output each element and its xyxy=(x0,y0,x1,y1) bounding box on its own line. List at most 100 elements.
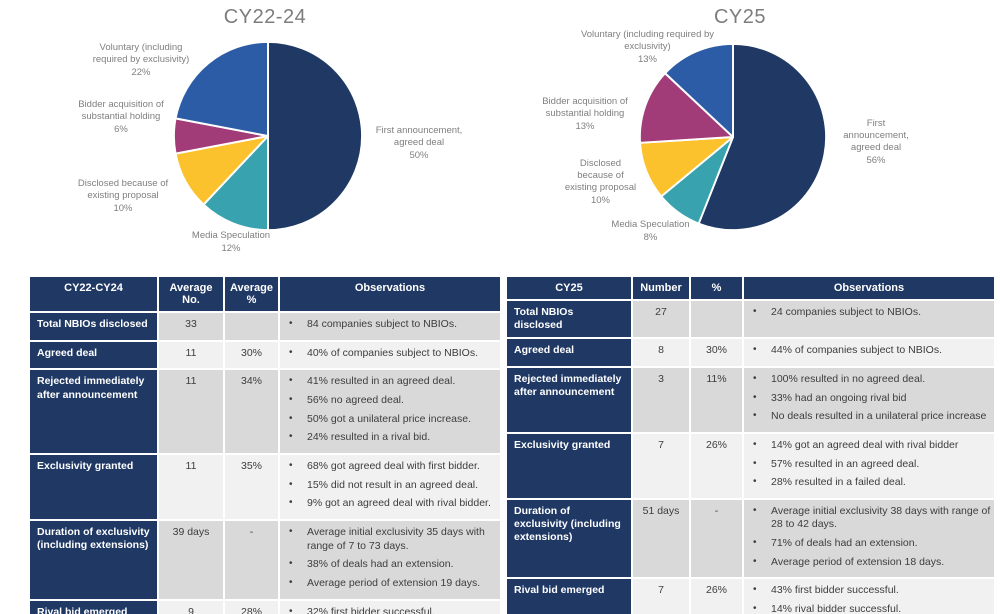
number-cell: 11 xyxy=(159,341,223,369)
number-cell: 7 xyxy=(633,579,689,614)
percent-cell: 26% xyxy=(691,579,742,614)
percent-cell: 26% xyxy=(691,433,742,498)
column-header-cy25: CY25 xyxy=(507,277,631,300)
row-label-cell: Rejected immediately after announcement xyxy=(30,370,157,454)
observation-item: 33% had an ongoing rival bid xyxy=(744,391,992,406)
row-label-cell: Rejected immediately after announcement xyxy=(507,367,631,432)
pie-label-disclosed: Disclosed because of existing proposal 1… xyxy=(564,158,637,206)
column-header-cy22-cy24: CY22-CY24 xyxy=(30,277,157,312)
number-cell: 11 xyxy=(159,370,223,454)
pie-label-bidder-acquisition: Bidder acquisition of substantial holdin… xyxy=(542,96,628,132)
percent-cell: 11% xyxy=(691,367,742,432)
pie-label-disclosed: Disclosed because of existing proposal 1… xyxy=(77,178,169,214)
number-cell: 11 xyxy=(159,455,223,519)
observation-item: 50% got a unilateral price increase. xyxy=(280,412,498,427)
number-cell: 7 xyxy=(633,433,689,498)
percent-cell xyxy=(691,301,742,338)
table-header-row: CY22-CY24 Average No. Average % Observation… xyxy=(30,277,500,312)
observations-cell: 84 companies subject to NBIOs. xyxy=(280,313,500,340)
row-label-cell: Exclusivity granted xyxy=(30,455,157,519)
column-header-average-no: Average No. xyxy=(159,277,223,312)
row-label-cell: Agreed deal xyxy=(507,339,631,366)
observation-item: 84 companies subject to NBIOs. xyxy=(280,317,498,332)
pie-label-bidder-acquisition: Bidder acquisition of substantial holdin… xyxy=(78,99,164,135)
observation-item: 14% rival bidder successful. xyxy=(744,602,992,614)
column-header-observations: Observations xyxy=(280,277,500,312)
chart-title-cy25: CY25 xyxy=(713,6,767,28)
observation-item: 38% of deals had an extension. xyxy=(280,557,498,572)
percent-cell: 28% xyxy=(225,600,278,614)
observations-cell: 44% of companies subject to NBIOs. xyxy=(744,339,994,366)
pie-chart-cy22-24 xyxy=(173,40,363,232)
column-header-: % xyxy=(691,277,742,300)
pie-label-first-announcement: First announcement, agreed deal 56% xyxy=(843,118,909,166)
table-row: Duration of exclusivity (including exten… xyxy=(30,520,500,599)
percent-cell: 30% xyxy=(225,341,278,369)
chart-title-cy22-24: CY22-24 xyxy=(223,6,307,28)
observations-cell: 40% of companies subject to NBIOs. xyxy=(280,341,500,369)
number-cell: 33 xyxy=(159,313,223,340)
observations-cell: 32% first bidder successful.18% rival bi… xyxy=(280,600,500,614)
comparison-table-cy22-cy24: CY22-CY24 Average No. Average % Observation… xyxy=(28,275,502,614)
pie-slice-bidder-acquisition-of-substantial-holding xyxy=(638,72,734,144)
observation-item: 43% first bidder successful. xyxy=(744,583,992,598)
number-cell: 8 xyxy=(633,339,689,366)
observations-cell: 41% resulted in an agreed deal. 56% no ag… xyxy=(280,370,500,454)
observation-item: Average initial exclusivity 35 days with… xyxy=(280,525,498,553)
percent-cell: 34% xyxy=(225,370,278,454)
observation-item: 24 companies subject to NBIOs. xyxy=(744,305,992,320)
observation-item: 44% of companies subject to NBIOs. xyxy=(744,343,992,358)
column-header-observations: Observations xyxy=(744,277,994,300)
observation-item: 68% got agreed deal with first bidder. xyxy=(280,459,498,474)
row-label-cell: Rival bid emerged xyxy=(30,600,157,614)
observations-cell: 68% got agreed deal with first bidder. 15… xyxy=(280,455,500,519)
pie-slice-voluntary-including-required-by-exclusivity xyxy=(174,40,269,137)
observations-cell: 43% first bidder successful. 14% rival bi… xyxy=(744,579,994,614)
percent-cell: 30% xyxy=(691,339,742,366)
observation-item: 24% resulted in a rival bid. xyxy=(280,430,498,445)
observations-cell: Average initial exclusivity 35 days with… xyxy=(280,520,500,599)
row-label-cell: Total NBIOs disclosed xyxy=(30,313,157,340)
percent-cell: - xyxy=(691,499,742,578)
observations-cell: 24 companies subject to NBIOs. xyxy=(744,301,994,338)
pie-slice-media-speculation xyxy=(202,135,269,232)
pie-label-voluntary: Voluntary (including required by exclusi… xyxy=(580,29,715,65)
observations-cell: Average initial exclusivity 38 days with… xyxy=(744,499,994,578)
table-row: Rejected immediately after announcement 3… xyxy=(507,367,994,432)
row-label-cell: Agreed deal xyxy=(30,341,157,369)
number-cell: 9 xyxy=(159,600,223,614)
observation-item: 14% got an agreed deal with rival bidder xyxy=(744,438,992,453)
number-cell: 39 days xyxy=(159,520,223,599)
observation-item: 40% of companies subject to NBIOs. xyxy=(280,346,498,361)
pie-slice-first-announcement-agreed-deal xyxy=(697,42,828,232)
observation-item: 28% resulted in a failed deal. xyxy=(744,475,992,490)
row-label-cell: Total NBIOs disclosed xyxy=(507,301,631,338)
observation-item: 56% no agreed deal. xyxy=(280,393,498,408)
observations-cell: 100% resulted in no agreed deal. 33% had … xyxy=(744,367,994,432)
observation-item: 32% first bidder successful. xyxy=(280,605,498,614)
observation-item: 15% did not result in an agreed deal. xyxy=(280,478,498,493)
pie-label-first-announcement: First announcement, agreed deal 50% xyxy=(375,125,463,161)
observation-item: 71% of deals had an extension. xyxy=(744,536,992,551)
observation-item: No deals resulted in a unilateral price … xyxy=(744,409,992,424)
percent-cell: - xyxy=(225,520,278,599)
observation-item: Average initial exclusivity 38 days with… xyxy=(744,504,992,532)
row-label-cell: Duration of exclusivity (including exten… xyxy=(507,499,631,578)
observations-cell: 14% got an agreed deal with rival bidder… xyxy=(744,433,994,498)
number-cell: 3 xyxy=(633,367,689,432)
observation-item: 57% resulted in an agreed deal. xyxy=(744,457,992,472)
observation-item: 41% resulted in an agreed deal. xyxy=(280,374,498,389)
pie-label-media-speculation: Media Speculation 8% xyxy=(611,219,690,243)
percent-cell: 35% xyxy=(225,455,278,519)
table-header-row: CY25 Number% Observations xyxy=(507,277,994,300)
row-label-cell: Exclusivity granted xyxy=(507,433,631,498)
pie-chart-cy25 xyxy=(638,42,828,232)
pie-slice-voluntary-including-required-by-exclusivity xyxy=(664,42,734,138)
